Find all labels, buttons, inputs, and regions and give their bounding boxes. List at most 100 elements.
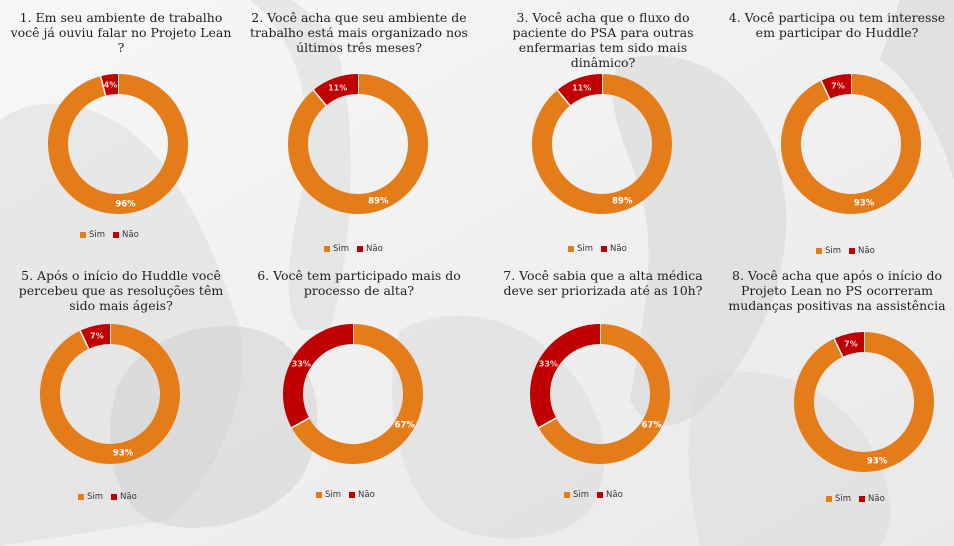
slice-sim-label: 89% [368, 196, 389, 206]
legend-item-nao: Não [113, 230, 139, 240]
legend-label: Sim [577, 244, 594, 254]
chart-panel-1: 1. Em seu ambiente de trabalho você já o… [0, 0, 238, 273]
chart-panel-5: 5. Após o início do Huddle você percebeu… [0, 258, 238, 531]
legend-swatch-nao [113, 232, 120, 238]
legend-swatch-sim [826, 496, 832, 502]
slice-separator [833, 338, 844, 358]
legend-label: Sim [825, 246, 842, 256]
legend-swatch-sim [78, 494, 84, 500]
chart-panel-2: 2. Você acha que seu ambiente de trabalh… [238, 0, 476, 273]
slice-nao-label: 4% [104, 80, 118, 89]
legend-item-sim: Sim [78, 492, 103, 502]
donut-chart: 93% 7% [781, 74, 921, 214]
legend-swatch-nao [111, 494, 118, 500]
slice-nao [283, 324, 354, 428]
chart-legend: Sim Não [324, 244, 383, 254]
legend-swatch-nao [597, 492, 604, 498]
legend-swatch-nao [849, 248, 856, 254]
chart-panel-8: 8. Você acha que após o início do Projet… [716, 258, 954, 531]
chart-legend: Sim Não [826, 494, 885, 504]
legend-swatch-nao [601, 246, 608, 252]
chart-legend: Sim Não [316, 490, 375, 500]
slice-sim-label: 67% [641, 421, 662, 431]
donut-chart: 67% 33% [530, 324, 670, 464]
slice-separator [312, 89, 327, 106]
question-title: 5. Após o início do Huddle você percebeu… [18, 268, 224, 313]
chart-legend: Sim Não [568, 244, 627, 254]
slice-sim-label: 93% [854, 199, 875, 209]
legend-swatch-nao [859, 496, 866, 502]
slice-sim [794, 332, 934, 472]
slice-sim-label: 93% [867, 457, 888, 467]
legend-item-sim: Sim [564, 490, 589, 500]
slice-nao [834, 332, 865, 357]
legend-item-sim: Sim [568, 244, 593, 254]
slice-separator [820, 80, 831, 100]
donut-chart: 89% 11% [532, 74, 672, 214]
slice-nao [530, 324, 601, 428]
legend-label: Sim [835, 494, 852, 504]
slice-sim [291, 324, 423, 464]
legend-item-sim: Sim [316, 490, 341, 500]
legend-item-sim: Sim [826, 494, 851, 504]
legend-label: Não [358, 490, 375, 500]
legend-swatch-nao [357, 246, 364, 252]
legend-swatch-nao [349, 492, 356, 498]
chart-legend: Sim Não [78, 492, 137, 502]
slice-sim-label: 96% [115, 200, 136, 210]
question-title: 2. Você acha que seu ambiente de trabalh… [250, 10, 468, 55]
slice-sim [781, 74, 921, 214]
chart-panel-4: 4. Você participa ou tem interesse em pa… [716, 0, 954, 273]
legend-label: Sim [333, 244, 350, 254]
chart-panel-7: 7. Você sabia que a alta médica deve ser… [482, 258, 720, 531]
legend-swatch-sim [80, 232, 86, 238]
question-title: 7. Você sabia que a alta médica deve ser… [503, 268, 703, 298]
donut-chart: 96% 4% [48, 74, 189, 214]
chart-panel-6: 6. Você tem participado mais do processo… [238, 258, 476, 531]
slice-sim-label: 67% [394, 421, 415, 431]
legend-label: Sim [325, 490, 342, 500]
legend-item-nao: Não [357, 244, 383, 254]
slice-nao [313, 74, 359, 106]
slice-nao-label: 7% [844, 339, 858, 348]
chart-legend: Sim Não [564, 490, 623, 500]
slice-nao-label: 7% [90, 331, 104, 340]
slice-nao [821, 74, 852, 99]
legend-label: Sim [573, 490, 590, 500]
legend-item-nao: Não [597, 490, 623, 500]
question-title: 8. Você acha que após o início do Projet… [728, 268, 946, 313]
slice-separator [79, 330, 90, 350]
legend-label: Sim [89, 230, 106, 240]
legend-label: Não [868, 494, 885, 504]
legend-swatch-sim [816, 248, 822, 254]
legend-label: Não [366, 244, 383, 254]
slice-nao-label: 33% [292, 359, 311, 368]
chart-panel-3: 3. Você acha que o fluxo do paciente do … [482, 0, 720, 273]
slice-sim [538, 324, 670, 464]
legend-label: Não [120, 492, 137, 502]
legend-swatch-sim [316, 492, 322, 498]
legend-item-sim: Sim [324, 244, 349, 254]
legend-label: Não [122, 230, 139, 240]
legend-swatch-sim [568, 246, 574, 252]
donut-chart: 89% 11% [288, 74, 428, 214]
legend-item-nao: Não [859, 494, 885, 504]
legend-item-sim: Sim [80, 230, 105, 240]
slice-separator [99, 76, 107, 96]
slice-sim-label: 93% [113, 449, 134, 459]
slice-separator [538, 417, 557, 429]
slice-nao [557, 74, 603, 106]
question-title: 4. Você participa ou tem interesse em pa… [728, 10, 946, 40]
donut-chart: 67% 33% [283, 324, 423, 464]
question-title: 6. Você tem participado mais do processo… [257, 268, 461, 298]
legend-label: Não [610, 244, 627, 254]
donut-chart: 93% 7% [40, 324, 180, 464]
slice-sim-label: 89% [612, 196, 633, 206]
slice-nao [80, 324, 111, 349]
slice-nao-label: 11% [328, 84, 347, 93]
legend-item-nao: Não [601, 244, 627, 254]
slice-sim [288, 74, 428, 214]
chart-legend: Sim Não [80, 230, 139, 240]
slice-sim [48, 74, 189, 214]
slice-nao-label: 7% [831, 81, 845, 90]
